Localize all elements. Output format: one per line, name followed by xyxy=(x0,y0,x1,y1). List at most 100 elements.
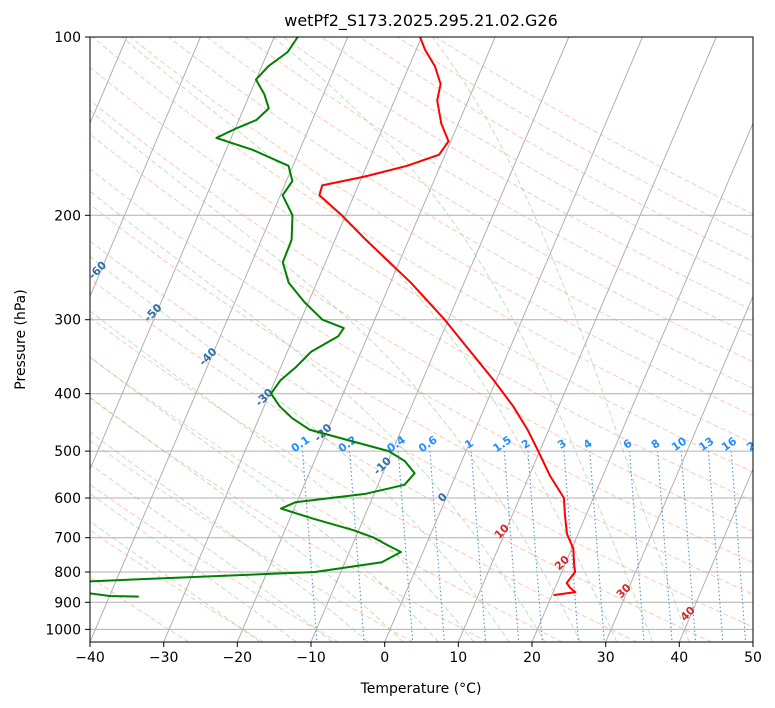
mixing-ratio-line xyxy=(589,451,605,642)
dry-adiabat-line xyxy=(91,37,753,445)
dry-adiabat-label: 20 xyxy=(552,553,572,573)
isotherm-line xyxy=(457,37,717,642)
mixing-ratio-line xyxy=(301,451,318,642)
dry-adiabat-line xyxy=(90,356,563,642)
dry-adiabat-label: 40 xyxy=(678,603,698,623)
moist-adiabat-line xyxy=(90,256,510,642)
x-axis-label: Temperature (°C) xyxy=(360,681,482,697)
moist-adiabat-line xyxy=(121,37,618,642)
y-tick-label: 300 xyxy=(54,313,81,329)
y-tick-label: 800 xyxy=(54,565,81,581)
isotherm-line xyxy=(163,37,422,642)
dry-adiabat-line xyxy=(206,37,753,363)
isotherm-line xyxy=(90,37,275,471)
dry-adiabat-line xyxy=(90,397,488,642)
dry-adiabat-line xyxy=(90,278,712,642)
moist-adiabat-line xyxy=(90,520,261,642)
mixing-ratio-line xyxy=(657,451,673,642)
moist-adiabat-line xyxy=(90,109,582,642)
plot-frame xyxy=(89,36,754,643)
dry-adiabat-line xyxy=(168,37,753,389)
mixing-ratio-label: 0.2 xyxy=(336,433,359,455)
data-series xyxy=(90,37,577,598)
mixing-ratio-label: 25 xyxy=(769,435,775,454)
x-tick-label: 0 xyxy=(380,650,389,666)
moist-adiabat-line xyxy=(90,190,546,642)
isotherm-line xyxy=(384,37,643,642)
dry-adiabat-line xyxy=(90,440,414,642)
mixing-ratio-label: 20 xyxy=(744,434,764,454)
mixing-ratio-label: 4 xyxy=(581,437,595,452)
x-tick-label: 50 xyxy=(744,650,762,666)
y-axis: 100 200 300 400 500 600 700 800 900 1000 xyxy=(45,30,90,638)
mixing-ratio-label: 2 xyxy=(519,437,533,452)
y-tick-label: 400 xyxy=(54,387,81,403)
mixing-ratio-line xyxy=(397,451,414,642)
y-tick-label: 600 xyxy=(54,491,81,507)
y-tick-label: 900 xyxy=(54,595,81,611)
mixing-ratio-line xyxy=(527,451,543,642)
mixing-ratio-label: 0.1 xyxy=(289,433,312,455)
y-tick-label: 200 xyxy=(54,208,81,224)
isotherm-label: -40 xyxy=(196,345,219,368)
dry-adiabat-line xyxy=(244,37,753,337)
mixing-ratio-line xyxy=(707,451,724,642)
isotherm-line xyxy=(678,467,753,642)
dry-adiabat-line xyxy=(90,168,753,563)
moist-adiabat-line xyxy=(273,37,654,642)
mixing-ratio-label: 3 xyxy=(555,437,569,452)
dry-adiabat-line xyxy=(90,316,638,642)
dry-adiabat-label: 30 xyxy=(614,581,634,601)
y-tick-label: 500 xyxy=(54,444,81,460)
isotherm-label: -10 xyxy=(371,454,394,477)
isotherm-line xyxy=(236,37,496,642)
dry-adiabat-line xyxy=(90,66,753,473)
x-tick-label: 30 xyxy=(597,650,615,666)
y-tick-label: 100 xyxy=(54,30,81,46)
y-axis-label: Pressure (hPa) xyxy=(13,289,29,389)
y-tick-label: 700 xyxy=(54,531,81,547)
dry-adiabat-line xyxy=(90,483,339,642)
moist-adiabat-line xyxy=(90,396,404,642)
moist-adiabat-line xyxy=(431,37,690,642)
moist-adiabat-line xyxy=(90,356,439,642)
isotherm-label: -70 xyxy=(31,214,54,237)
moist-adiabat-line xyxy=(90,492,297,642)
isotherm-line xyxy=(310,37,570,642)
mixing-ratio-label: 0.6 xyxy=(416,433,440,455)
isotherm-line xyxy=(90,37,349,642)
isotherm-line xyxy=(531,122,753,642)
x-tick-label: −20 xyxy=(223,650,253,666)
x-tick-label: 20 xyxy=(523,650,541,666)
mixing-ratio-line xyxy=(756,451,770,642)
temperature-line xyxy=(318,37,577,597)
mixing-ratio-line xyxy=(429,451,445,642)
isotherm-line xyxy=(752,640,753,642)
isotherm-line xyxy=(605,295,753,642)
x-tick-label: 40 xyxy=(670,650,688,666)
moist-adiabat-line xyxy=(90,463,333,642)
mixing-ratio-label: 1.5 xyxy=(491,433,514,455)
background-labels: 0.10.20.40.611.52346810131620253036-100-… xyxy=(31,214,775,623)
mixing-ratio-label: 8 xyxy=(649,437,663,452)
isotherm-line xyxy=(90,37,201,298)
moist-adiabat-line xyxy=(90,431,369,642)
moist-adiabat-line xyxy=(90,310,475,642)
dry-adiabat-label: 10 xyxy=(492,521,512,541)
y-tick-label: 1000 xyxy=(45,622,81,638)
background-lines xyxy=(90,37,770,642)
mixing-ratio-line xyxy=(730,451,747,642)
dry-adiabat-line xyxy=(282,37,753,312)
x-tick-label: −10 xyxy=(296,650,326,666)
x-axis: −40 −30 −20 −10 0 10 20 30 40 50 xyxy=(75,642,762,666)
dry-adiabat-line xyxy=(90,240,753,628)
isotherm-label: -50 xyxy=(141,301,164,324)
dewpoint-line xyxy=(90,37,416,598)
dry-adiabat-line xyxy=(90,133,753,533)
x-tick-label: 10 xyxy=(449,650,467,666)
isotherm-label: -60 xyxy=(86,258,109,281)
x-tick-label: −30 xyxy=(149,650,179,666)
x-tick-label: −40 xyxy=(75,650,105,666)
mixing-ratio-line xyxy=(629,451,645,642)
